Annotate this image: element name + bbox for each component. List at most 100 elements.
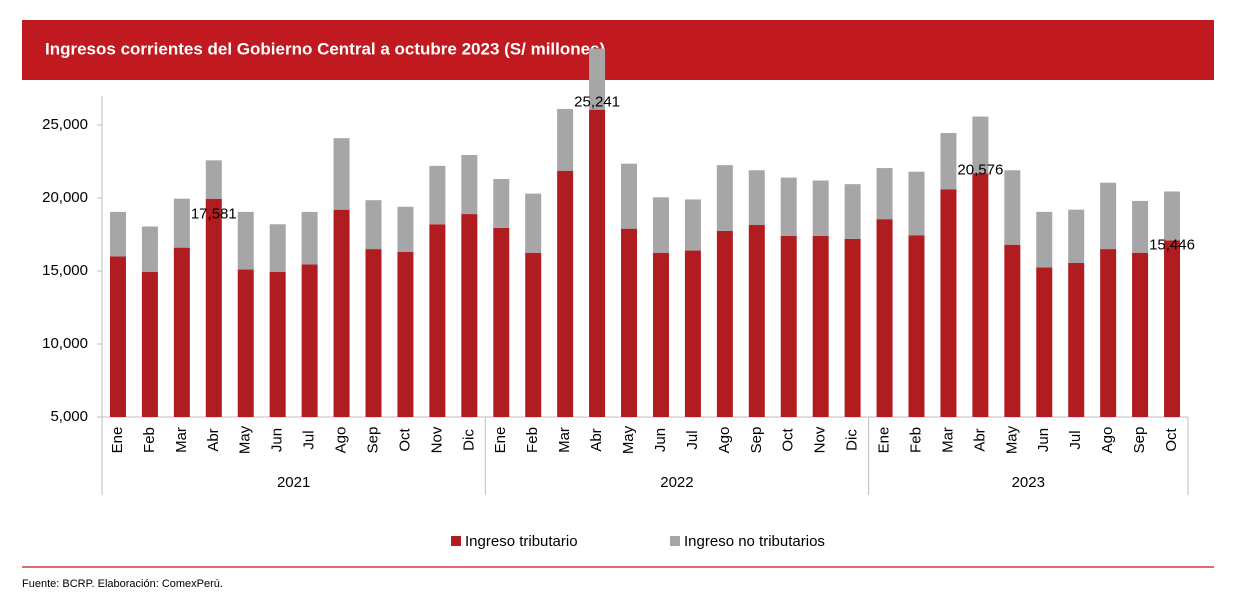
bar-segment <box>972 173 989 417</box>
bar-segment <box>940 189 957 417</box>
total-label: 17,581 <box>191 205 237 222</box>
x-tick-label: Abr <box>588 428 605 451</box>
bar-segment <box>1004 170 1021 245</box>
bar-segment <box>237 269 254 417</box>
bar-segment <box>589 109 606 418</box>
x-tick-label: Jul <box>301 430 318 449</box>
bar-segment <box>429 224 446 417</box>
bar-segment <box>141 271 158 417</box>
bar-segment <box>141 226 158 272</box>
bar-segment <box>205 198 222 417</box>
bar-segment <box>748 170 765 226</box>
x-tick-label: Nov <box>428 426 445 453</box>
x-tick-label: Mar <box>173 427 190 453</box>
bar-segment <box>652 252 669 417</box>
bar-segment <box>461 154 478 215</box>
x-tick-label: Nov <box>812 426 829 453</box>
bar-segment <box>780 177 797 236</box>
bar-segment <box>684 199 701 251</box>
bar-segment <box>1036 211 1053 268</box>
bar-segment <box>908 171 925 236</box>
bar-segment <box>1004 244 1021 417</box>
bar-segment <box>109 256 126 417</box>
bar-segment <box>780 235 797 417</box>
bar-segment <box>621 163 638 229</box>
bar-segment <box>972 116 989 174</box>
x-tick-label: Ene <box>109 427 126 454</box>
bar-segment <box>493 179 510 228</box>
group-label: 2022 <box>660 474 693 491</box>
group-label: 2021 <box>277 474 310 491</box>
legend-label: Ingreso no tributarios <box>684 533 825 550</box>
x-tick-label: Ene <box>492 427 509 454</box>
x-tick-label: Oct <box>396 428 413 452</box>
x-tick-label: Sep <box>748 427 765 454</box>
bar-segment <box>525 193 542 253</box>
bar-segment <box>908 235 925 417</box>
x-tick-label: Ago <box>333 427 350 454</box>
bar-segment <box>1036 267 1053 417</box>
x-tick-label: May <box>620 425 637 454</box>
x-tick-label: May <box>1003 425 1020 454</box>
bar-segment <box>940 133 957 190</box>
bar-segment <box>652 197 669 253</box>
bar-segment <box>269 224 286 272</box>
bar-segment <box>812 180 829 236</box>
x-tick-label: Feb <box>141 427 158 453</box>
bar-segment <box>812 235 829 417</box>
x-tick-label: Feb <box>524 427 541 453</box>
total-label: 20,576 <box>957 162 1003 179</box>
x-tick-label: Feb <box>907 427 924 453</box>
bar-segment <box>333 138 350 210</box>
bar-segment <box>557 108 574 171</box>
x-tick-label: Ago <box>1099 427 1116 454</box>
bar-segment <box>844 238 861 417</box>
legend-swatch <box>451 536 461 546</box>
x-tick-label: Oct <box>1163 428 1180 452</box>
bar-segment <box>844 184 861 239</box>
x-tick-label: Jul <box>684 430 701 449</box>
bar-segment <box>1164 191 1181 241</box>
x-tick-label: Jul <box>1067 430 1084 449</box>
header-band <box>22 20 1214 80</box>
bar-segment <box>173 198 190 248</box>
bar-segment <box>1068 262 1085 417</box>
bar-segment <box>301 211 318 265</box>
legend-swatch <box>670 536 680 546</box>
bar-segment <box>1100 249 1117 417</box>
bar-segment <box>301 264 318 417</box>
y-tick-label: 25,000 <box>42 116 88 133</box>
bar-segment <box>684 250 701 417</box>
bar-segment <box>365 200 382 250</box>
x-tick-label: Jun <box>1035 428 1052 452</box>
bar-segment <box>237 211 254 270</box>
bar-segment <box>1132 252 1149 417</box>
x-tick-label: Sep <box>364 427 381 454</box>
bar-segment <box>109 211 126 257</box>
bar-segment <box>525 252 542 417</box>
bar-segment <box>876 168 893 220</box>
chart-title: Ingresos corrientes del Gobierno Central… <box>45 39 605 58</box>
bar-segment <box>365 249 382 417</box>
bar-segment <box>1132 200 1149 253</box>
bar-segment <box>589 48 606 110</box>
bar-segment <box>269 271 286 417</box>
bar-segment <box>716 230 733 417</box>
bar-segment <box>429 165 446 225</box>
x-tick-label: Ene <box>876 427 893 454</box>
x-tick-label: Mar <box>939 427 956 453</box>
bar-segment <box>493 227 510 417</box>
y-tick-label: 10,000 <box>42 335 88 352</box>
x-tick-label: Jun <box>652 428 669 452</box>
bar-segment <box>173 247 190 417</box>
x-tick-label: Abr <box>971 428 988 451</box>
x-tick-label: Oct <box>780 428 797 452</box>
total-label: 15,446 <box>1149 236 1195 253</box>
y-tick-label: 5,000 <box>50 408 88 425</box>
bar-segment <box>205 160 222 199</box>
bar-segment <box>333 209 350 417</box>
bar-segment <box>716 165 733 231</box>
x-tick-label: Ago <box>716 427 733 454</box>
